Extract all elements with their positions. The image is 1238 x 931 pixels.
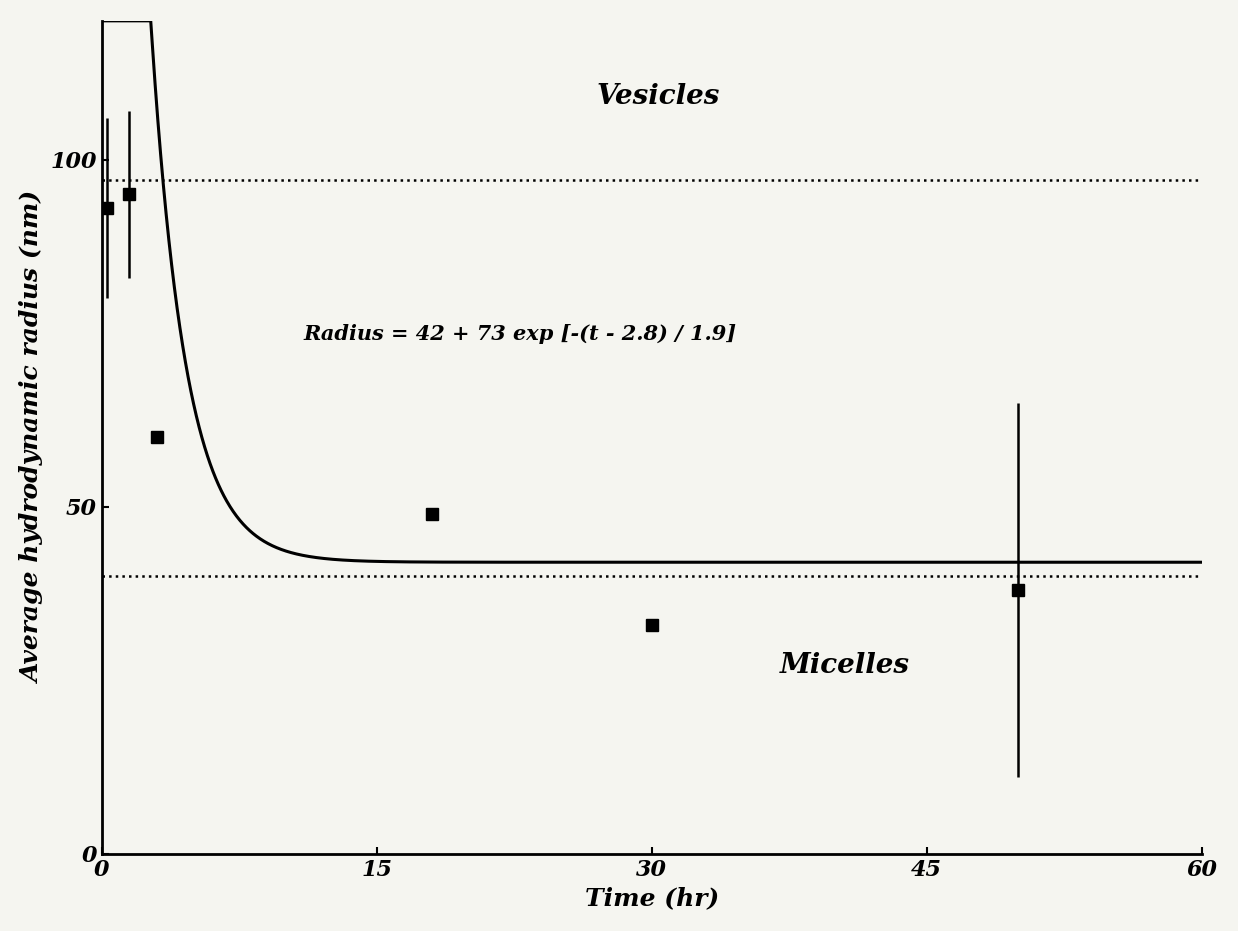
Text: Radius = 42 + 73 exp [-(t - 2.8) / 1.9]: Radius = 42 + 73 exp [-(t - 2.8) / 1.9] [303, 324, 737, 344]
Text: Micelles: Micelles [780, 653, 910, 680]
Y-axis label: Average hydrodynamic radius (nm): Average hydrodynamic radius (nm) [21, 191, 45, 683]
X-axis label: Time (hr): Time (hr) [584, 886, 719, 911]
Text: Vesicles: Vesicles [597, 83, 721, 110]
